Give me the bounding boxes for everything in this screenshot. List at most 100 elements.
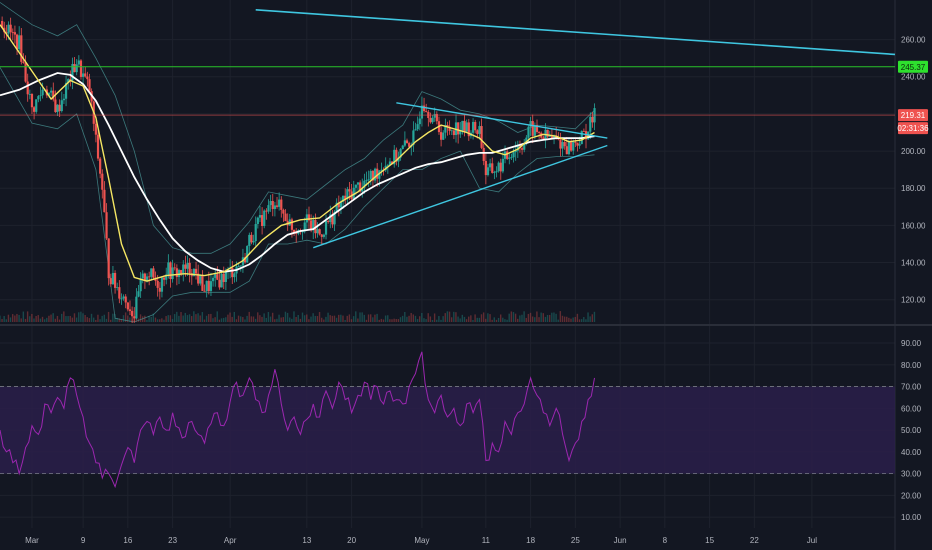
last-price-badge-bg [898, 109, 928, 122]
candle-body [578, 144, 581, 146]
volume-bar [502, 317, 504, 322]
candle-body [305, 214, 308, 223]
candle-body [165, 274, 168, 280]
volume-bar [442, 316, 444, 322]
volume-bar [197, 313, 199, 322]
volume-bar [591, 314, 594, 322]
volume-bar [265, 317, 267, 322]
volume-bar [190, 316, 193, 322]
candle-body [510, 157, 513, 159]
price-tick-label: 260.00 [901, 36, 926, 45]
candle-body [94, 123, 97, 135]
candle-body [56, 104, 59, 113]
volume-bar [182, 315, 184, 322]
volume-bar [299, 318, 302, 322]
volume-bar [361, 312, 363, 322]
volume-bar [310, 316, 312, 322]
volume-bar [384, 315, 387, 322]
volume-bar [421, 312, 423, 322]
volume-bar [199, 315, 201, 322]
candle-body [397, 157, 400, 162]
candle-body [278, 199, 281, 207]
candle-body [52, 90, 55, 100]
volume-bar [282, 317, 285, 322]
candle-body [284, 213, 287, 222]
volume-bar [448, 311, 451, 322]
volume-bar [63, 311, 65, 322]
candle-body [233, 273, 236, 278]
volume-bar [163, 319, 165, 322]
volume-bar [529, 312, 532, 322]
volume-bar [431, 319, 434, 322]
volume-bar [352, 316, 355, 322]
candle-body [169, 262, 172, 280]
candle-body [82, 73, 85, 77]
volume-bar [37, 315, 39, 322]
volume-bar [101, 315, 103, 322]
candle-body [459, 130, 462, 135]
candle-body [224, 271, 227, 282]
candle-body [101, 173, 104, 190]
volume-bar [327, 312, 329, 322]
volume-bar [568, 317, 570, 322]
volume-bar [118, 318, 120, 322]
volume-bar [468, 316, 470, 322]
volume-bar [65, 316, 67, 322]
volume-bar [544, 316, 547, 322]
volume-bar [480, 314, 483, 322]
candle-body [269, 200, 272, 206]
volume-bar [216, 311, 218, 322]
candle-body [41, 89, 44, 96]
candle-body [71, 63, 74, 81]
volume-bar [425, 319, 427, 322]
candle-body [433, 114, 436, 118]
candle-body [254, 223, 257, 242]
volume-bar [80, 311, 82, 322]
candle-body [243, 257, 247, 263]
volume-bar [416, 319, 419, 322]
volume-bar [233, 311, 236, 322]
volume-bar [99, 319, 101, 322]
volume-bar [393, 318, 395, 322]
candle-body [107, 238, 110, 279]
last-price-badge: 219.31 [901, 111, 926, 120]
candle-body [335, 202, 338, 212]
volume-bar [555, 313, 557, 322]
volume-bar [180, 312, 182, 322]
rsi-panel[interactable] [0, 351, 895, 489]
candle-body [361, 187, 364, 192]
price-scale[interactable]: 260.00240.00220.00200.00180.00160.00140.… [901, 36, 926, 523]
volume-bar [159, 319, 161, 322]
candle-body [197, 273, 200, 284]
volume-bar [124, 312, 127, 322]
volume-bar [583, 317, 585, 322]
candle-body [150, 268, 153, 277]
candle-body [533, 125, 536, 136]
candle-body [162, 277, 166, 280]
time-scale[interactable]: Mar 9 16 23 Apr 13 20 May 11 18 25 Jun 8 15 22 Jul [25, 536, 817, 545]
price-panel[interactable] [0, 2, 896, 323]
candle-body [203, 290, 206, 292]
volume-bar [52, 313, 54, 322]
volume-bar [497, 317, 500, 322]
candle-body [310, 220, 313, 231]
volume-bar [1, 318, 3, 322]
candle-body [75, 64, 78, 73]
volume-bar [478, 317, 481, 322]
candle-body [525, 137, 528, 144]
candle-body [582, 130, 585, 132]
time-tick-label: 22 [750, 536, 759, 545]
candle-body [484, 161, 487, 176]
candle-body [188, 262, 191, 274]
volume-bar [306, 314, 308, 322]
volume-bar [90, 313, 93, 322]
candle-body [128, 309, 132, 311]
candle-body [408, 143, 411, 147]
volume-bar [346, 315, 348, 322]
candle-body [105, 212, 108, 239]
volume-bar [512, 312, 515, 322]
price-tick-label: 120.00 [901, 296, 926, 305]
candle-body [520, 148, 524, 150]
volume-bar [318, 312, 321, 322]
candle-body [367, 179, 370, 181]
